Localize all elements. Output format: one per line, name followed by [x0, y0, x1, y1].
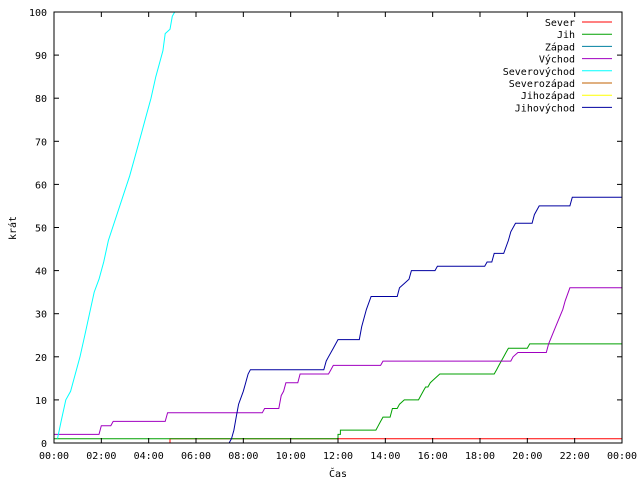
- series-line-jih: [54, 343, 622, 440]
- legend-label: Východ: [539, 54, 575, 66]
- y-tick-label: 20: [35, 353, 47, 364]
- x-axis-title: Čas: [329, 467, 347, 480]
- legend-label: Sever: [545, 18, 575, 29]
- series-line-vychod: [54, 287, 622, 435]
- x-tick-label: 00:00: [607, 451, 637, 462]
- legend-label: Západ: [545, 41, 575, 53]
- x-tick-label: 12:00: [323, 451, 353, 462]
- ticks-layer: 0 10 20 30 40 50 60 70 80 90 100 00:00 02:00 04:00 06:…: [29, 8, 637, 462]
- legend-label: Severovýchod: [503, 66, 575, 78]
- y-tick-label: 40: [35, 267, 47, 278]
- y-tick-label: 50: [35, 224, 47, 235]
- x-tick-label: 14:00: [370, 451, 400, 462]
- legend-label: Jihozápad: [521, 90, 575, 102]
- x-tick-label: 08:00: [228, 451, 258, 462]
- legend-label: Severozápad: [509, 78, 575, 90]
- x-tick-label: 22:00: [560, 451, 590, 462]
- y-tick-label: 0: [41, 439, 47, 450]
- y-tick-label: 10: [35, 396, 47, 407]
- series-line-jihovychod: [228, 196, 622, 444]
- x-tick-label: 16:00: [418, 451, 448, 462]
- y-tick-label: 70: [35, 137, 47, 148]
- x-tick-label: 02:00: [86, 451, 116, 462]
- y-tick-label: 100: [29, 8, 47, 19]
- x-tick-label: 18:00: [465, 451, 495, 462]
- x-tick-label: 00:00: [39, 451, 69, 462]
- y-tick-label: 60: [35, 180, 47, 191]
- y-tick-label: 90: [35, 51, 47, 62]
- y-tick-label: 80: [35, 94, 47, 105]
- series-line-severovychod: [57, 11, 176, 439]
- legend: SeverJihZápadVýchodSeverovýchodSeverozáp…: [503, 18, 612, 114]
- legend-label: Jih: [557, 30, 575, 41]
- legend-label: Jihovýchod: [515, 102, 575, 114]
- x-tick-label: 10:00: [276, 451, 306, 462]
- x-tick-label: 04:00: [134, 451, 164, 462]
- x-tick-label: 06:00: [181, 451, 211, 462]
- y-axis-title: krát: [7, 216, 19, 240]
- y-tick-label: 30: [35, 310, 47, 321]
- x-tick-label: 20:00: [512, 451, 542, 462]
